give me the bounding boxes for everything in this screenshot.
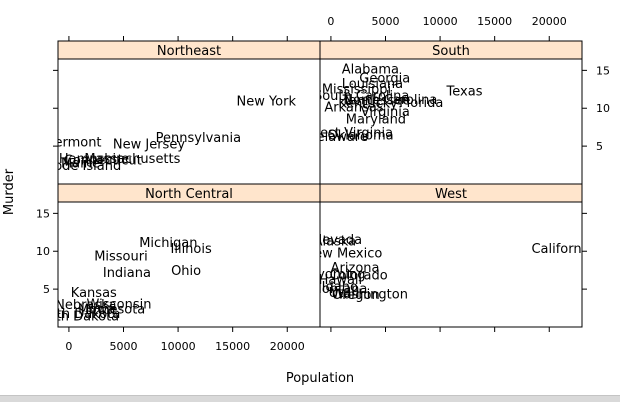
x-tick-label: 20000 (532, 15, 567, 28)
point-label-pennsylvania: Pennsylvania (156, 131, 241, 146)
point-label-new-jersey: New Jersey (113, 138, 185, 153)
point-label-minnesota: Minnesota (78, 303, 145, 318)
point-label-montana: Montana (311, 282, 368, 297)
point-label-washington: Washington (332, 287, 408, 302)
x-tick-label: 5000 (372, 15, 400, 28)
point-label-new-hampshire: New Hampshire (26, 152, 129, 167)
panel-strip-label: Northeast (157, 44, 221, 59)
y-tick-label: 5 (596, 140, 603, 153)
x-tick-label: 0 (327, 15, 334, 28)
point-label-hawaii: Hawaii (319, 273, 363, 288)
point-label-colorado: Colorado (330, 268, 388, 283)
point-label-georgia: Georgia (359, 72, 410, 87)
point-label-arkansas: Arkansas (324, 100, 383, 115)
point-label-vermont: Vermont (47, 135, 102, 150)
y-tick-label: 15 (596, 64, 610, 77)
point-label-delaware: Delaware (307, 130, 368, 145)
x-tick-label: 15000 (215, 340, 250, 353)
point-label-alaska: Alaska (314, 234, 357, 249)
y-tick-label: 10 (36, 245, 50, 258)
x-tick-label: 0 (65, 340, 72, 353)
point-label-florida: Florida (399, 96, 443, 111)
point-label-indiana: Indiana (103, 266, 151, 281)
point-label-wisconsin: Wisconsin (87, 297, 152, 312)
point-label-south-dakota: South Dakota (32, 307, 120, 322)
point-label-illinois: Illinois (171, 242, 212, 257)
point-label-south-carolina: South Carolina (314, 89, 409, 104)
point-label-virginia: Virginia (361, 105, 410, 120)
point-label-maine: Maine (61, 157, 100, 172)
panel-frame (319, 201, 583, 328)
x-tick-label: 10000 (161, 340, 196, 353)
point-label-new-york: New York (236, 94, 296, 109)
point-label-ohio: Ohio (171, 264, 201, 279)
window-bottom-edge (0, 395, 620, 402)
point-label-arizona: Arizona (331, 261, 380, 276)
point-label-tennessee: Tennessee (342, 94, 411, 109)
panel-strip-label: South (432, 44, 470, 59)
x-tick-label: 5000 (110, 340, 138, 353)
y-tick-label: 15 (36, 207, 50, 220)
y-tick-label: 10 (596, 102, 610, 115)
point-label-idaho: Idaho (322, 280, 358, 295)
point-label-texas: Texas (446, 85, 483, 100)
point-label-iowa: Iowa (85, 303, 115, 318)
point-label-missouri: Missouri (94, 250, 148, 265)
y-axis-title: Murder (2, 168, 17, 215)
point-label-louisiana: Louisiana (342, 77, 403, 92)
point-label-rhode-island: Rhode Island (37, 159, 121, 174)
point-label-kentucky: Kentucky (338, 97, 398, 112)
y-tick-label: 5 (43, 283, 50, 296)
point-label-massachusetts: Massachusetts (84, 152, 180, 167)
point-label-new-mexico: New Mexico (304, 247, 382, 262)
point-label-mississippi: Mississippi (322, 82, 391, 97)
point-label-kansas: Kansas (71, 286, 117, 301)
point-label-california: California (531, 242, 593, 257)
point-label-wyoming: Wyoming (304, 268, 365, 283)
point-label-maryland: Maryland (346, 113, 406, 128)
point-label-utah: Utah (329, 286, 360, 301)
point-label-alabama: Alabama (342, 63, 399, 78)
point-label-north-carolina: North Carolina (343, 93, 437, 108)
point-label-nevada: Nevada (313, 233, 363, 248)
x-tick-label: 10000 (423, 15, 458, 28)
point-label-michigan: Michigan (139, 236, 197, 251)
point-label-west-virginia: West Virginia (308, 126, 393, 141)
point-label-north-dakota: North Dakota (33, 309, 120, 324)
point-label-connecticut: Connecticut (64, 154, 142, 169)
x-axis-title: Population (286, 371, 354, 386)
point-label-oklahoma: Oklahoma (327, 129, 393, 144)
panel-strip-label: West (435, 187, 467, 202)
x-tick-label: 15000 (477, 15, 512, 28)
point-label-nebraska: Nebraska (55, 298, 116, 313)
point-label-oregon: Oregon (332, 288, 380, 303)
x-tick-label: 20000 (270, 340, 305, 353)
panel-frame (319, 58, 583, 185)
panel-strip-label: North Central (145, 187, 233, 202)
